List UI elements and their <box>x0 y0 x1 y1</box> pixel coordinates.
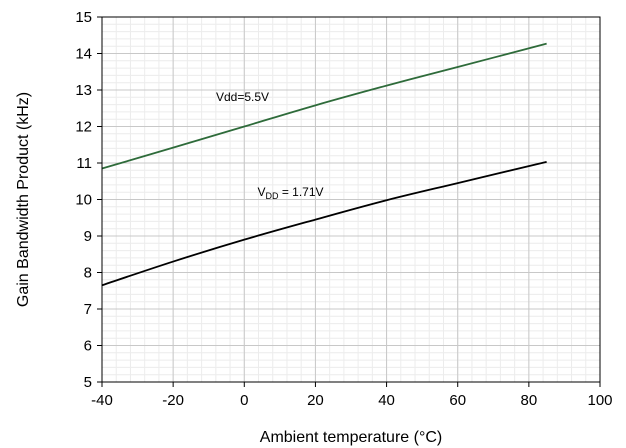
annotation-vdd-1-71v: VDD = 1.71V <box>257 185 323 201</box>
x-tick-labels: -40 -20 0 20 40 60 80 100 <box>91 392 612 409</box>
x-tick-label: 80 <box>521 392 538 409</box>
y-axis-title: Gain Bandwidth Product (kHz) <box>15 92 32 307</box>
annotation-vdd-5-5v: Vdd=5.5V <box>216 90 269 104</box>
y-tick-label: 11 <box>76 155 92 172</box>
x-tick-label: 40 <box>378 392 395 409</box>
annotation-vdd-subscript: DD <box>266 191 279 201</box>
major-grid <box>102 17 600 382</box>
x-tick-label: 100 <box>587 392 612 409</box>
series-line-1 <box>102 44 547 169</box>
y-tick-label: 5 <box>84 374 92 391</box>
tick-marks <box>97 17 600 387</box>
annotation-vdd-main: V <box>257 185 265 199</box>
series-layer <box>102 44 547 286</box>
x-tick-label: -40 <box>91 392 113 409</box>
y-tick-label: 6 <box>84 338 92 355</box>
y-tick-label: 14 <box>75 46 92 63</box>
y-tick-labels: 5 6 7 8 9 10 11 12 13 14 15 <box>75 9 92 391</box>
x-tick-label: 60 <box>449 392 466 409</box>
x-axis-title: Ambient temperature (°C) <box>260 429 442 446</box>
y-tick-label: 13 <box>75 82 92 99</box>
y-tick-label: 10 <box>75 192 92 209</box>
y-tick-label: 7 <box>84 301 92 318</box>
series-line-2 <box>102 162 547 285</box>
x-tick-label: 20 <box>307 392 324 409</box>
y-tick-label: 8 <box>84 265 92 282</box>
x-tick-label: 0 <box>240 392 248 409</box>
y-tick-label: 12 <box>75 119 92 136</box>
y-tick-label: 9 <box>84 228 92 245</box>
x-tick-label: -20 <box>162 392 184 409</box>
y-tick-label: 15 <box>75 9 92 26</box>
annotation-vdd-value: = 1.71V <box>279 185 324 199</box>
